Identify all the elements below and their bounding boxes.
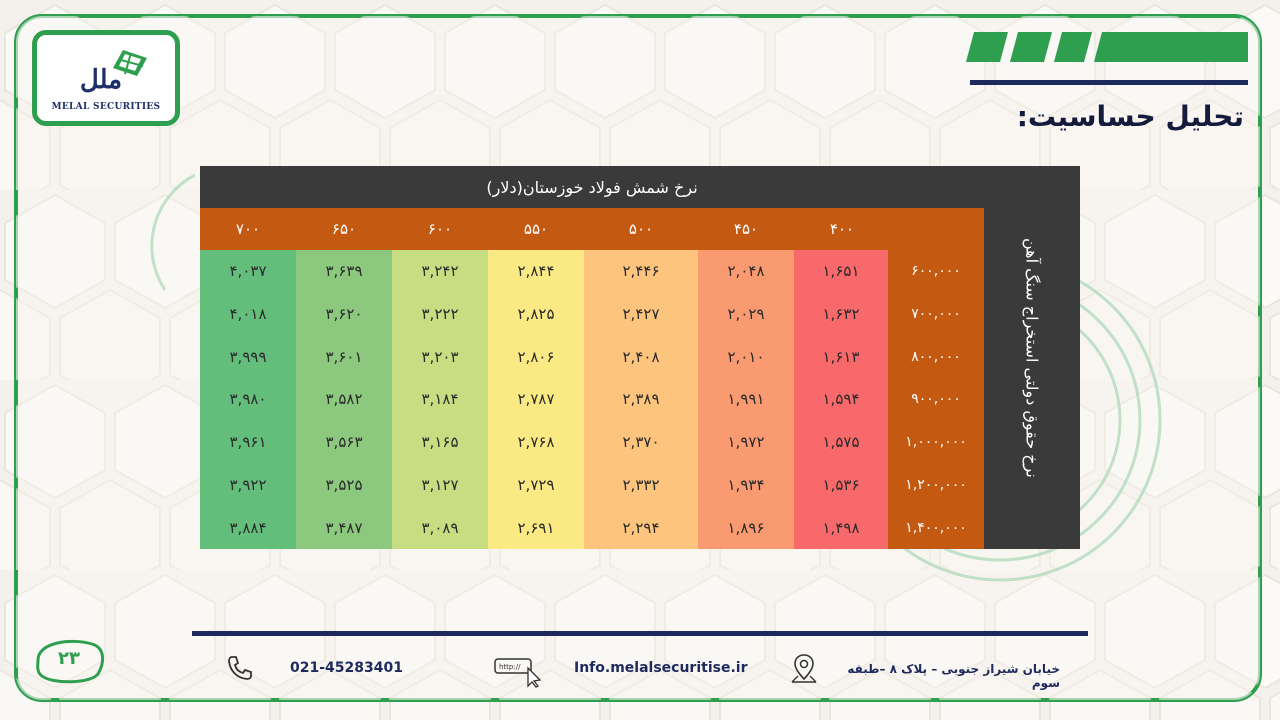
column-header: ۶۵۰ xyxy=(331,220,357,238)
address-text: خیابان شیراز جنوبی – پلاک ۸ –طبقه سوم xyxy=(847,662,1060,690)
table-cell: ۱,۶۵۱ xyxy=(822,262,860,281)
column-header: ۶۰۰ xyxy=(427,220,453,238)
table-cell: ۳,۹۸۰ xyxy=(229,390,267,409)
page-title: تحلیل حساسیت: xyxy=(1016,100,1244,133)
location-pin-icon xyxy=(791,654,817,683)
table-cell: ۳,۹۲۲ xyxy=(229,475,267,494)
table-cell: ۳,۱۲۷ xyxy=(421,475,459,494)
table-cell: ۱,۴۹۸ xyxy=(822,518,860,537)
table-cell: ۱,۵۳۶ xyxy=(822,475,860,494)
column-header: ۵۰۰ xyxy=(628,220,654,238)
table-cell: ۲,۸۲۵ xyxy=(517,305,555,324)
table-cell: ۱,۹۹۱ xyxy=(727,390,765,409)
row-axis-title-text: نرخ حقوق دولتی استخراج سنگ آهن xyxy=(1022,237,1042,478)
data-column: ۳,۲۴۲ ۳,۲۲۲ ۳,۲۰۳ ۳,۱۸۴ ۳,۱۶۵ ۳,۱۲۷ ۳,۰۸۹ xyxy=(392,250,488,549)
row-header: ۹۰۰,۰۰۰ xyxy=(911,391,961,408)
table-cell: ۳,۶۲۰ xyxy=(325,305,363,324)
phone-icon xyxy=(228,656,252,680)
row-header: ۱,۴۰۰,۰۰۰ xyxy=(905,519,967,536)
table-cell: ۴,۰۳۷ xyxy=(229,262,267,281)
table-cell: ۳,۲۴۲ xyxy=(421,262,459,281)
column-header-row: ۷۰۰ ۶۵۰ ۶۰۰ ۵۵۰ ۵۰۰ ۴۵۰ ۴۰۰ xyxy=(200,208,984,250)
column-axis-title: نرخ شمش فولاد خوزستان(دلار) xyxy=(486,177,698,197)
row-header: ۷۰۰,۰۰۰ xyxy=(911,306,961,323)
table-cell: ۲,۸۴۴ xyxy=(517,262,555,281)
table-cell: ۱,۹۳۴ xyxy=(727,475,765,494)
table-cell: ۳,۱۶۵ xyxy=(421,433,459,452)
table-cell: ۱,۶۱۳ xyxy=(822,347,860,366)
table-cell: ۱,۸۹۶ xyxy=(727,518,765,537)
table-cell: ۲,۴۲۷ xyxy=(622,305,660,324)
table-cell: ۳,۹۹۹ xyxy=(229,347,267,366)
logo-mark: ملل xyxy=(80,65,122,95)
table-cell: ۲,۶۹۱ xyxy=(517,518,555,537)
table-cell: ۲,۳۳۲ xyxy=(622,475,660,494)
company-logo: ملل MELAL SECURITIES xyxy=(32,30,180,126)
header-stripes xyxy=(966,32,1248,62)
table-cell: ۳,۸۸۴ xyxy=(229,518,267,537)
column-header: ۷۰۰ xyxy=(235,220,261,238)
row-header-column: ۶۰۰,۰۰۰ ۷۰۰,۰۰۰ ۸۰۰,۰۰۰ ۹۰۰,۰۰۰ ۱,۰۰۰,۰۰… xyxy=(888,250,984,549)
table-cell: ۲,۴۴۶ xyxy=(622,262,660,281)
table-cell: ۳,۵۲۵ xyxy=(325,475,363,494)
data-column: ۲,۸۴۴ ۲,۸۲۵ ۲,۸۰۶ ۲,۷۸۷ ۲,۷۶۸ ۲,۷۲۹ ۲,۶۹۱ xyxy=(488,250,584,549)
footer-divider xyxy=(192,631,1088,636)
table-cell: ۲,۲۹۴ xyxy=(622,518,660,537)
row-header: ۶۰۰,۰۰۰ xyxy=(911,263,961,280)
table-cell: ۳,۹۶۱ xyxy=(229,433,267,452)
data-column: ۳,۶۳۹ ۳,۶۲۰ ۳,۶۰۱ ۳,۵۸۲ ۳,۵۶۳ ۳,۵۲۵ ۳,۴۸۷ xyxy=(296,250,392,549)
table-cell: ۳,۱۸۴ xyxy=(421,390,459,409)
website-link[interactable]: Info.melalsecuritise.ir xyxy=(574,660,748,676)
table-cell: ۳,۰۸۹ xyxy=(421,518,459,537)
table-cell: ۲,۰۴۸ xyxy=(727,262,765,281)
data-column: ۱,۶۵۱ ۱,۶۳۲ ۱,۶۱۳ ۱,۵۹۴ ۱,۵۷۵ ۱,۵۳۶ ۱,۴۹۸ xyxy=(794,250,888,549)
data-column: ۲,۴۴۶ ۲,۴۲۷ ۲,۴۰۸ ۲,۳۸۹ ۲,۳۷۰ ۲,۳۳۲ ۲,۲۹۴ xyxy=(584,250,698,549)
table-cell: ۳,۶۰۱ xyxy=(325,347,363,366)
table-cell: ۲,۳۸۹ xyxy=(622,390,660,409)
table-cell: ۳,۴۸۷ xyxy=(325,518,363,537)
table-cell: ۲,۷۲۹ xyxy=(517,475,555,494)
logo-emblem-icon: ملل xyxy=(80,50,147,95)
table-cell: ۳,۵۸۲ xyxy=(325,390,363,409)
row-axis-title: نرخ حقوق دولتی استخراج سنگ آهن xyxy=(984,166,1080,549)
table-cell: ۱,۶۳۲ xyxy=(822,305,860,324)
page-number: ۲۳ xyxy=(58,648,80,669)
data-column: ۴,۰۳۷ ۴,۰۱۸ ۳,۹۹۹ ۳,۹۸۰ ۳,۹۶۱ ۳,۹۲۲ ۳,۸۸۴ xyxy=(200,250,296,549)
table-cell: ۱,۵۹۴ xyxy=(822,390,860,409)
page-number-badge xyxy=(36,639,104,684)
table-cell: ۲,۰۱۰ xyxy=(727,347,765,366)
table-cell: ۲,۰۲۹ xyxy=(727,305,765,324)
row-header: ۱,۰۰۰,۰۰۰ xyxy=(905,434,967,451)
logo-text: MELAL SECURITIES xyxy=(51,102,161,112)
table-cell: ۱,۹۷۲ xyxy=(727,433,765,452)
row-header: ۸۰۰,۰۰۰ xyxy=(911,348,961,365)
table-cell: ۲,۷۶۸ xyxy=(517,433,555,452)
table-cell: ۳,۲۰۳ xyxy=(421,347,459,366)
table-cell: ۴,۰۱۸ xyxy=(229,305,267,324)
header-divider xyxy=(970,80,1248,85)
table-cell: ۲,۳۷۰ xyxy=(622,433,660,452)
table-cell: ۱,۵۷۵ xyxy=(822,433,860,452)
table-cell: ۲,۴۰۸ xyxy=(622,347,660,366)
column-header: ۴۰۰ xyxy=(829,220,855,238)
phone-number: 021-45283401 xyxy=(290,660,403,676)
table-cell: ۳,۲۲۲ xyxy=(421,305,459,324)
table-cell: ۳,۵۶۳ xyxy=(325,433,363,452)
table-cell: ۲,۷۸۷ xyxy=(517,390,555,409)
browser-icon: http:// xyxy=(494,658,542,688)
row-header: ۱,۲۰۰,۰۰۰ xyxy=(905,476,967,493)
column-header: ۴۵۰ xyxy=(733,220,759,238)
table-cell: ۳,۶۳۹ xyxy=(325,262,363,281)
table-cell: ۲,۸۰۶ xyxy=(517,347,555,366)
data-column: ۲,۰۴۸ ۲,۰۲۹ ۲,۰۱۰ ۱,۹۹۱ ۱,۹۷۲ ۱,۹۳۴ ۱,۸۹۶ xyxy=(698,250,794,549)
column-header: ۵۵۰ xyxy=(523,220,549,238)
browser-label: http:// xyxy=(499,663,521,671)
